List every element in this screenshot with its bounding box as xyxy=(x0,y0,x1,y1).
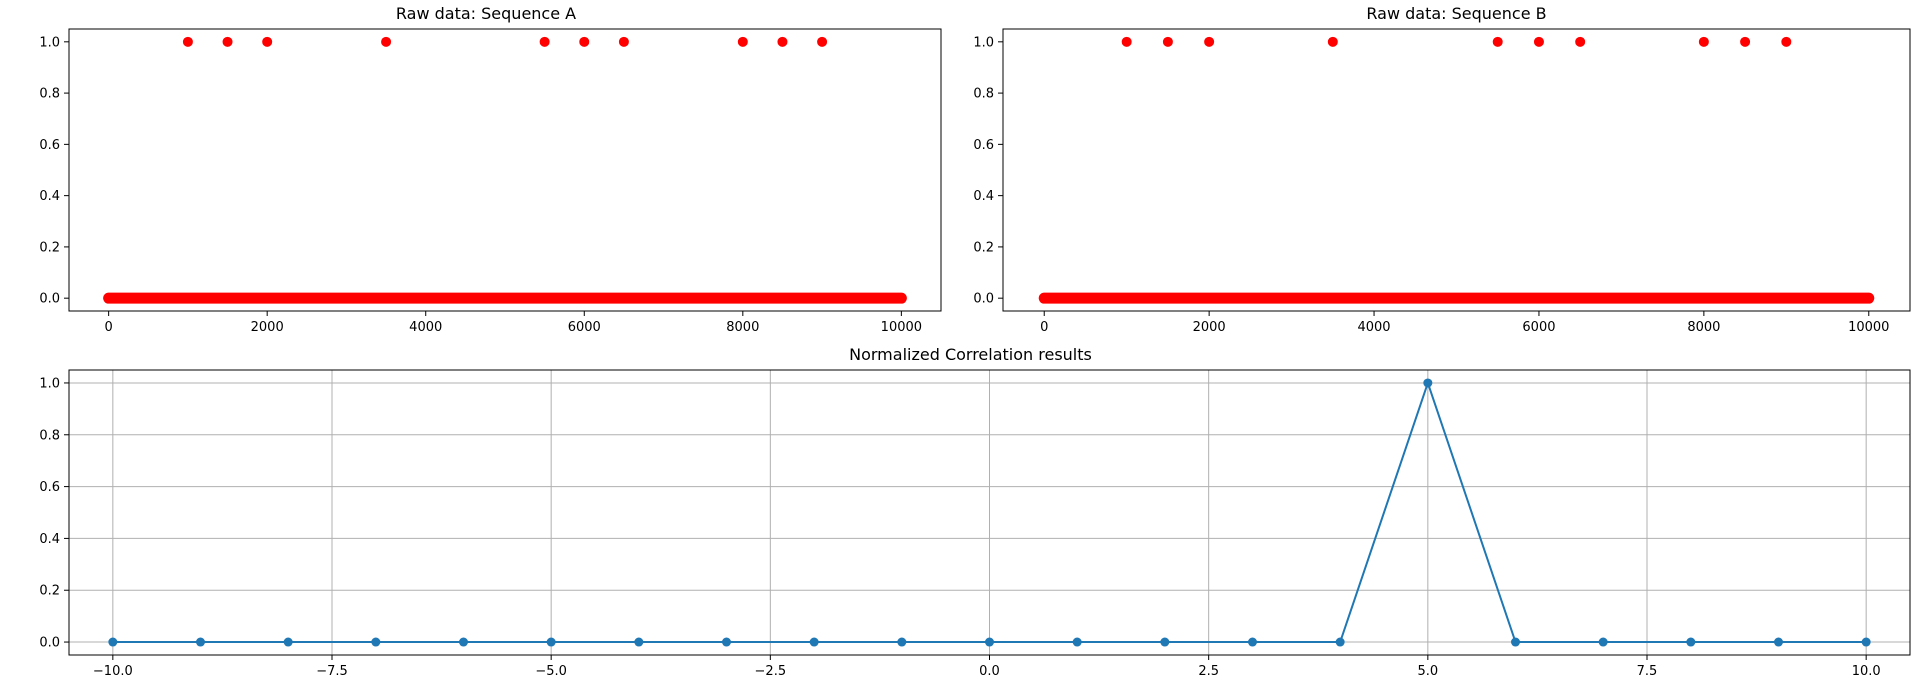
y-tick-label: 0.2 xyxy=(973,240,994,255)
data-point xyxy=(1248,637,1257,647)
x-tick-label: 8000 xyxy=(1687,320,1720,335)
data-point xyxy=(809,637,819,647)
y-tick-label: 0.0 xyxy=(39,636,60,651)
data-point xyxy=(1511,637,1520,647)
x-tick-label: −2.5 xyxy=(755,664,787,679)
data-point xyxy=(1160,637,1170,647)
x-tick-label: 10000 xyxy=(1848,320,1889,335)
data-point xyxy=(262,36,273,47)
data-point xyxy=(737,36,748,47)
y-tick-label: 0.2 xyxy=(39,584,60,599)
x-tick-label: 2000 xyxy=(1193,320,1226,335)
data-point xyxy=(579,36,590,47)
x-tick-label: 8000 xyxy=(726,320,759,335)
data-point xyxy=(1774,637,1783,647)
y-tick-label: 0.8 xyxy=(973,87,994,102)
x-tick-label: −10.0 xyxy=(93,664,133,679)
y-tick-label: 0.6 xyxy=(973,138,994,153)
data-point xyxy=(1072,637,1082,647)
chart-sequence-a: Raw data: Sequence A 0 2000 4000 6000 8000 10… xyxy=(39,4,942,335)
x-tick-label: −5.0 xyxy=(535,664,567,679)
data-point xyxy=(371,637,381,647)
data-point xyxy=(817,36,828,47)
data-point xyxy=(1327,36,1338,47)
x-tick-label: 2000 xyxy=(251,320,284,335)
data-point xyxy=(381,36,392,47)
x-tick-label: 4000 xyxy=(1357,320,1390,335)
y-tick-label: 0.8 xyxy=(39,87,60,102)
data-point xyxy=(1492,36,1503,47)
chart-sequence-b: Raw data: Sequence B 0 2000 4000 6000 8000 10… xyxy=(973,4,1911,335)
data-point xyxy=(539,36,550,47)
data-point xyxy=(546,637,556,647)
data-point xyxy=(1204,36,1215,47)
data-point xyxy=(1533,36,1544,47)
x-tick-label: 10000 xyxy=(881,320,922,335)
y-tick-label: 0.8 xyxy=(39,428,60,443)
data-point xyxy=(1162,36,1173,47)
data-point xyxy=(1598,637,1608,647)
y-tick-label: 0.0 xyxy=(39,292,60,307)
y-tick-label: 1.0 xyxy=(39,376,60,391)
x-tick-label: 6000 xyxy=(1522,320,1555,335)
chart-title: Raw data: Sequence B xyxy=(1366,4,1546,23)
data-point xyxy=(1335,637,1345,647)
data-point xyxy=(1575,36,1586,47)
data-point xyxy=(777,36,788,47)
data-point xyxy=(985,637,994,647)
x-tick-label: 7.5 xyxy=(1637,664,1658,679)
data-point xyxy=(1686,637,1696,647)
data-point xyxy=(634,637,644,647)
data-point xyxy=(222,36,233,47)
x-tick-label: 4000 xyxy=(409,320,442,335)
y-tick-label: 0.0 xyxy=(973,292,994,307)
data-point xyxy=(196,637,205,647)
x-tick-label: 0.0 xyxy=(979,664,1000,679)
x-tick-label: 0 xyxy=(1040,320,1048,335)
y-tick-label: 0.4 xyxy=(39,189,60,204)
data-point xyxy=(897,637,907,647)
data-point xyxy=(1698,36,1709,47)
chart-normalized-correlation: Normalized Correlation results −10.0 −7.5… xyxy=(39,345,1911,679)
data-point xyxy=(618,36,629,47)
axes-frame xyxy=(1002,28,1911,312)
data-point xyxy=(722,637,731,647)
chart-title: Normalized Correlation results xyxy=(849,345,1092,364)
y-tick-label: 1.0 xyxy=(39,35,60,50)
x-tick-label: 2.5 xyxy=(1198,664,1219,679)
data-point xyxy=(182,36,193,47)
data-point xyxy=(1121,36,1132,47)
chart-title: Raw data: Sequence A xyxy=(396,4,576,23)
data-point xyxy=(1740,36,1751,47)
y-tick-label: 1.0 xyxy=(973,35,994,50)
y-tick-label: 0.6 xyxy=(39,138,60,153)
x-tick-label: 5.0 xyxy=(1417,664,1438,679)
x-tick-label: 6000 xyxy=(568,320,601,335)
y-tick-label: 0.2 xyxy=(39,240,60,255)
y-tick-label: 0.4 xyxy=(973,189,994,204)
y-tick-label: 0.6 xyxy=(39,480,60,495)
data-point xyxy=(1781,36,1792,47)
data-point xyxy=(108,637,118,647)
data-point xyxy=(459,637,468,647)
x-tick-label: 10.0 xyxy=(1852,664,1881,679)
axes-frame xyxy=(68,28,942,312)
data-point xyxy=(1861,637,1871,647)
y-tick-label: 0.4 xyxy=(39,532,60,547)
x-tick-label: −7.5 xyxy=(316,664,348,679)
data-point xyxy=(1423,378,1433,388)
x-tick-label: 0 xyxy=(104,320,112,335)
data-point xyxy=(283,637,293,647)
